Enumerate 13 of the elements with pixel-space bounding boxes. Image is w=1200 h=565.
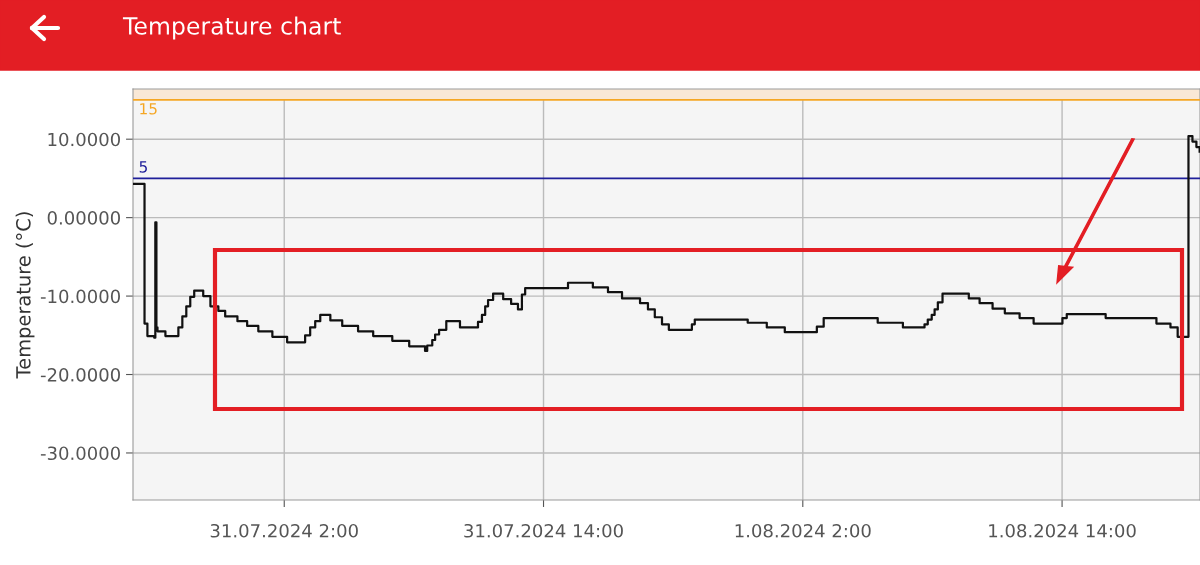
ref-line-label: 5	[139, 161, 147, 173]
ref-line-label: 15	[140, 103, 157, 115]
y-tick-label: -20.0000	[40, 367, 120, 382]
x-tick-label: 31.07.2024 2:00	[210, 523, 358, 538]
x-tick-label: 1.08.2024 14:00	[989, 523, 1136, 538]
y-tick-label: 10.0000	[48, 132, 120, 147]
y-axis-title: Temperature (°C)	[15, 212, 35, 379]
x-tick-label: 1.08.2024 2:00	[735, 523, 871, 538]
y-tick-label: 0.00000	[47, 211, 120, 225]
y-tick-label: -30.0000	[40, 446, 120, 461]
chart-title: Temperature chart	[122, 16, 341, 40]
y-tick-label: -10.0000	[40, 289, 120, 304]
x-tick-label: 31.07.2024 14:00	[464, 523, 623, 538]
